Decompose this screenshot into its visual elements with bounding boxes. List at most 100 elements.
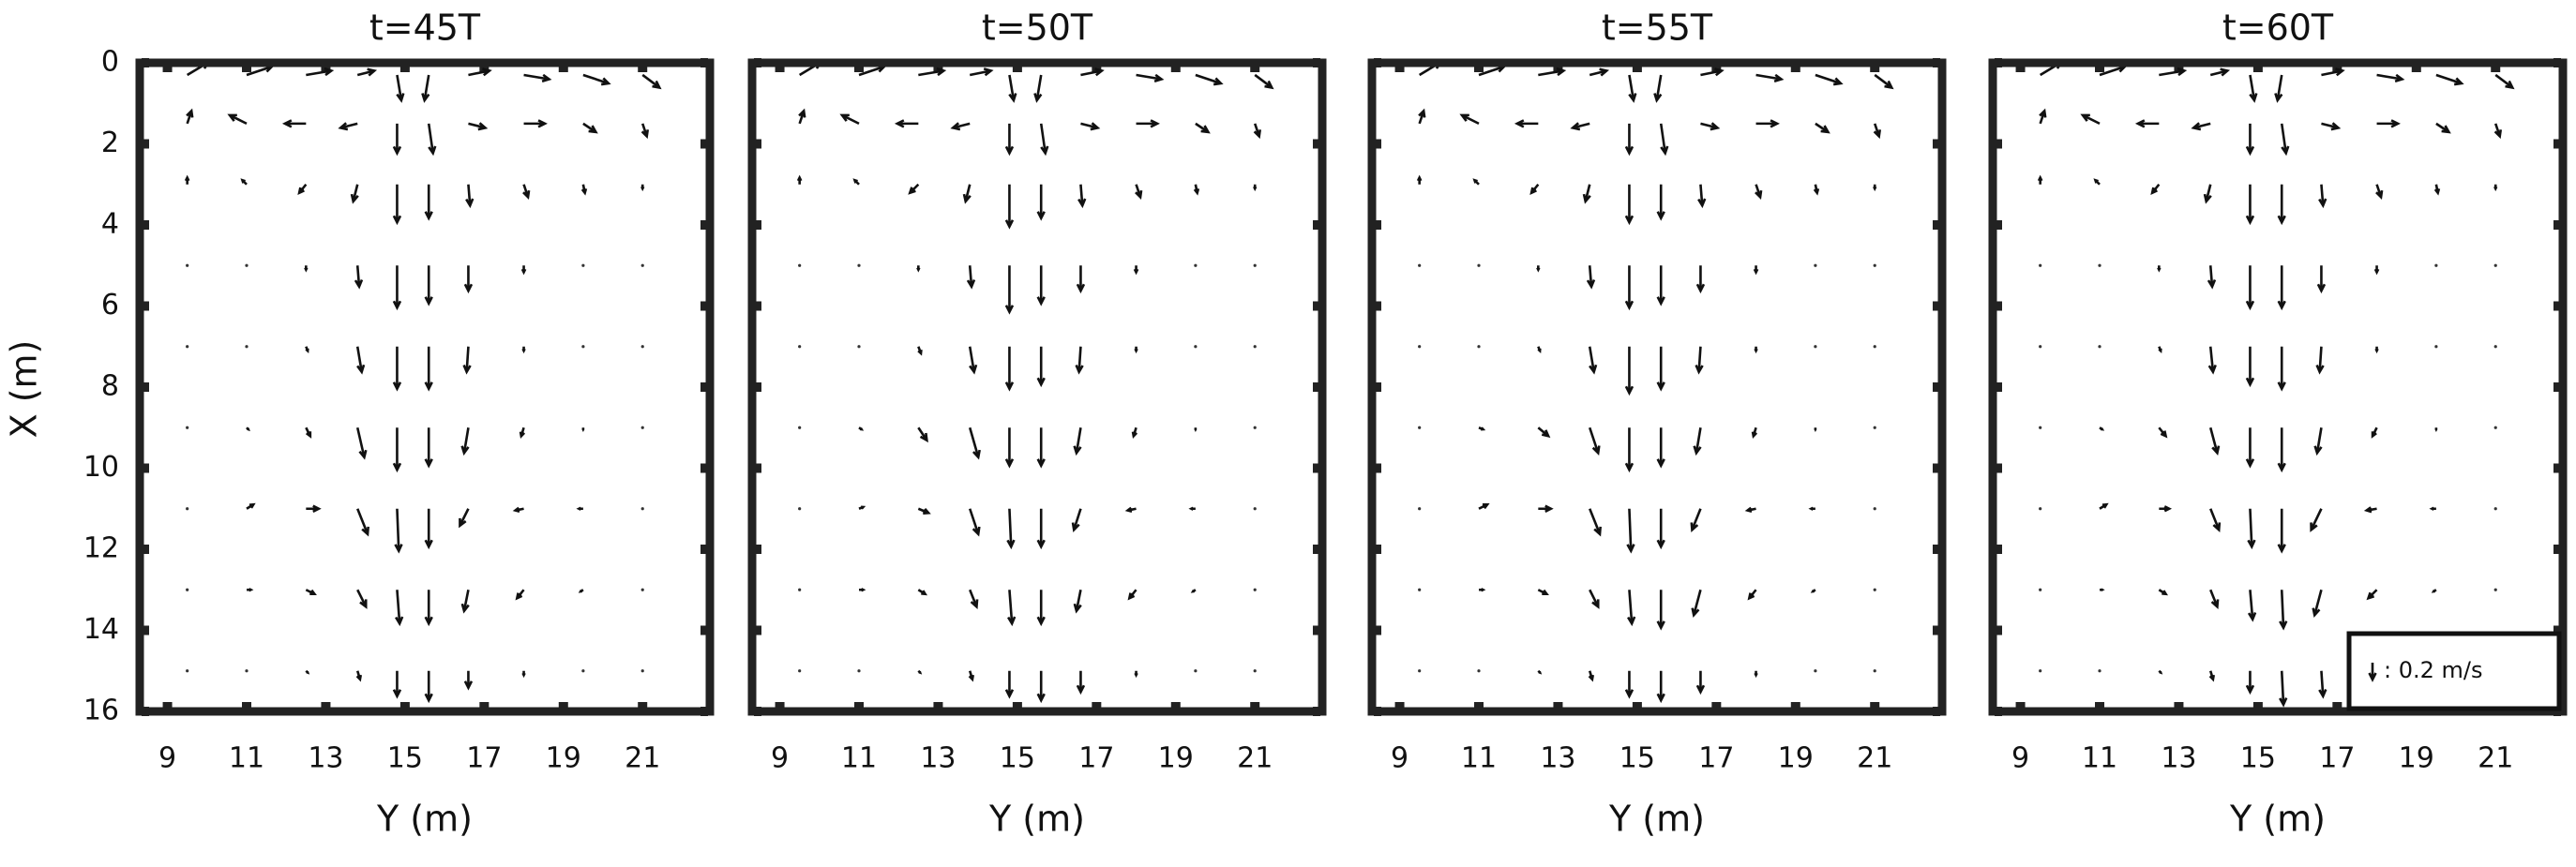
velocity-arrow: [1004, 427, 1015, 469]
velocity-arrow: [1004, 346, 1015, 392]
velocity-arrow: [523, 119, 548, 128]
velocity-arrow: [2098, 345, 2101, 349]
y-tick-mark: [142, 545, 149, 554]
velocity-arrow: [1006, 508, 1016, 550]
x-tick-mark: [2411, 65, 2421, 72]
velocity-arrow: [2093, 178, 2101, 186]
y-tick-label: 14: [83, 613, 119, 646]
x-tick-mark: [1250, 702, 1260, 710]
velocity-arrow: [305, 589, 317, 596]
x-axis-label: Y (m): [2229, 799, 2326, 840]
velocity-arrow: [2376, 73, 2405, 83]
velocity-arrow: [968, 426, 981, 460]
velocity-arrow: [1744, 506, 1756, 514]
x-tick-label: 9: [2011, 742, 2029, 775]
velocity-arrow: [1814, 345, 1817, 349]
velocity-arrow: [1514, 119, 1539, 128]
velocity-arrow: [1253, 263, 1257, 267]
x-tick-mark: [1474, 702, 1484, 710]
velocity-arrow: [1124, 506, 1137, 514]
velocity-arrow: [1586, 265, 1596, 290]
velocity-arrow: [1691, 589, 1702, 619]
velocity-arrow: [2249, 74, 2258, 103]
velocity-arrow: [582, 122, 598, 134]
velocity-arrow: [2431, 589, 2437, 593]
velocity-arrow: [392, 265, 402, 311]
velocity-arrow: [392, 346, 402, 392]
velocity-arrow: [2277, 508, 2286, 554]
velocity-arrow: [857, 669, 861, 673]
x-tick-mark: [854, 65, 864, 72]
velocity-arrow: [2245, 427, 2255, 469]
velocity-arrow: [521, 346, 526, 354]
velocity-arrow: [1194, 427, 1198, 432]
plot-frame: [747, 58, 1327, 716]
velocity-arrow: [1418, 507, 1422, 511]
x-tick-mark: [162, 65, 173, 72]
x-tick-mark: [775, 65, 785, 72]
x-tick-label: 21: [1857, 742, 1892, 775]
velocity-arrow: [519, 426, 526, 440]
velocity-arrow: [859, 588, 866, 592]
velocity-arrow: [1588, 670, 1595, 682]
velocity-arrow: [1008, 74, 1017, 103]
velocity-arrow: [858, 505, 866, 510]
y-tick-mark: [1313, 220, 1320, 230]
velocity-arrow: [1033, 74, 1043, 103]
velocity-arrow: [1194, 669, 1198, 673]
x-tick-label: 19: [2399, 742, 2434, 775]
y-tick-mark: [1374, 139, 1381, 149]
panel-title: t=50T: [982, 7, 1093, 49]
plot-frame: [1367, 58, 1947, 716]
velocity-arrow: [424, 427, 433, 469]
x-tick-label: 19: [1158, 742, 1194, 775]
velocity-arrow: [2039, 588, 2042, 591]
velocity-arrow: [247, 588, 254, 592]
velocity-arrow: [969, 67, 994, 77]
x-tick-mark: [242, 702, 251, 710]
y-tick-mark: [1933, 625, 1940, 635]
y-tick-mark: [700, 301, 708, 311]
velocity-arrow: [184, 174, 190, 185]
velocity-arrow: [2429, 506, 2436, 511]
x-tick-mark: [638, 702, 648, 710]
velocity-arrow: [2099, 426, 2105, 431]
key-arrow: [2368, 663, 2377, 682]
velocity-arrow: [1537, 669, 1543, 675]
velocity-arrow: [2433, 184, 2441, 196]
velocity-arrow: [227, 113, 248, 126]
velocity-arrow: [950, 122, 971, 131]
y-tick-mark: [2553, 625, 2561, 635]
velocity-arrow: [2435, 122, 2451, 134]
velocity-arrow: [1815, 122, 1830, 134]
x-tick-mark: [558, 65, 568, 72]
velocity-arrow: [1626, 508, 1635, 554]
y-tick-mark: [1995, 463, 2002, 473]
velocity-arrow: [798, 345, 802, 349]
velocity-arrow: [917, 426, 928, 443]
velocity-arrow: [355, 426, 368, 460]
y-tick-mark: [1933, 301, 1940, 311]
x-tick-mark: [1394, 702, 1405, 710]
velocity-arrow: [2493, 426, 2497, 429]
panel-title: t=45T: [369, 7, 481, 49]
velocity-arrow: [1624, 265, 1634, 311]
velocity-arrow: [1810, 589, 1816, 593]
velocity-arrow: [2310, 508, 2323, 532]
y-tick-mark: [1995, 382, 2002, 392]
velocity-arrow: [186, 426, 189, 429]
y-tick-mark: [754, 625, 761, 635]
velocity-arrow: [2434, 263, 2438, 267]
y-tick-mark: [700, 139, 708, 149]
velocity-arrow: [2098, 669, 2101, 673]
velocity-arrow: [245, 345, 249, 349]
x-tick-mark: [1170, 65, 1181, 72]
velocity-arrow: [2279, 670, 2288, 708]
velocity-arrow: [1588, 346, 1598, 375]
velocity-arrow: [2039, 426, 2042, 429]
velocity-arrow: [2277, 427, 2286, 473]
velocity-arrow: [1695, 670, 1706, 695]
velocity-arrow: [2277, 184, 2286, 226]
velocity-arrow: [356, 589, 368, 609]
